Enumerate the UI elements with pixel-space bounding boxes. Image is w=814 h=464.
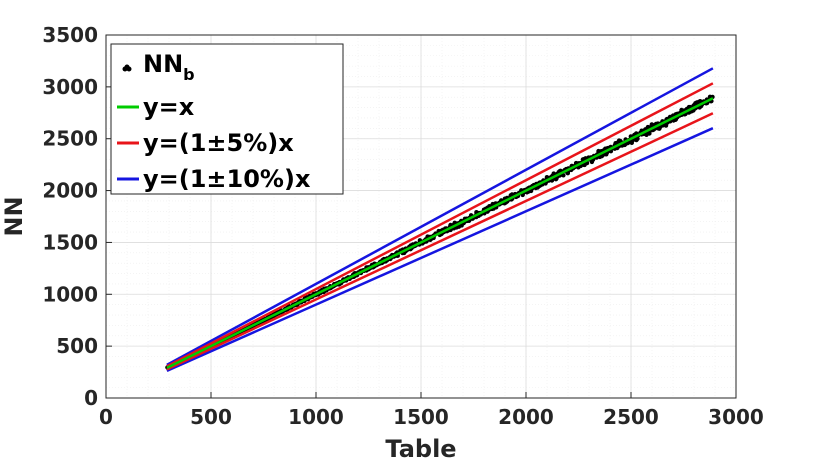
legend-entry-nnb: NNb: [122, 50, 195, 84]
y-tick-label: 1500: [42, 230, 98, 254]
scatter-point: [649, 122, 654, 127]
x-tick-label: 2000: [498, 405, 554, 429]
y-tick-labels: 0 500 1000 1500 2000 2500 3000 3500: [42, 23, 98, 410]
y-tick-label: 3000: [42, 75, 98, 99]
legend-label: y=(1±5%)x: [143, 129, 294, 157]
y-axis-label: NN: [0, 196, 28, 236]
x-tick-label: 0: [99, 405, 113, 429]
x-tick-labels: 0 500 1000 1500 2000 2500 3000: [99, 405, 764, 429]
y-tick-label: 1000: [42, 282, 98, 306]
y-tick-label: 2000: [42, 179, 98, 203]
series-line: [166, 67, 714, 366]
x-axis-label: Table: [385, 435, 456, 463]
series-line: [166, 112, 714, 371]
y-tick-label: 2500: [42, 127, 98, 151]
y-tick-label: 3500: [42, 23, 98, 47]
legend-box: [110, 43, 344, 195]
series-line: [166, 127, 714, 373]
x-tick-label: 2500: [603, 405, 659, 429]
reference-lines: [166, 67, 714, 373]
y-tick-label: 500: [56, 334, 98, 358]
legend: NNb y=x y=(1±5%)x y=(1±10%)x: [110, 43, 344, 195]
series-line: [166, 82, 714, 368]
legend-label: y=x: [143, 93, 195, 121]
scatter-point: [629, 140, 634, 145]
legend-line-entries: y=x y=(1±5%)x y=(1±10%)x: [117, 93, 311, 193]
x-tick-label: 3000: [708, 405, 764, 429]
series-line: [166, 97, 714, 370]
x-tick-label: 1500: [393, 405, 449, 429]
x-tick-label: 1000: [288, 405, 344, 429]
y-tick-label: 0: [84, 386, 98, 410]
legend-label-nnb: NNb: [143, 50, 195, 84]
x-tick-label: 500: [190, 405, 232, 429]
legend-label: y=(1±10%)x: [143, 165, 311, 193]
